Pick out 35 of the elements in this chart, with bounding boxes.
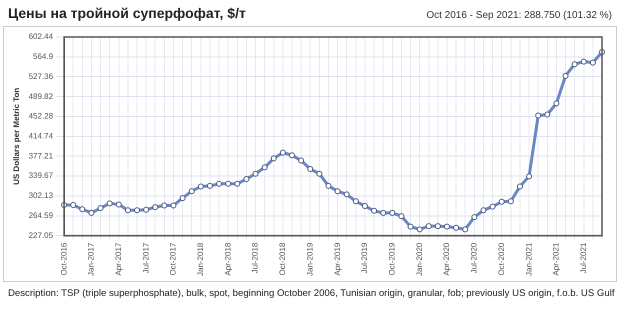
chart-subtitle: Oct 2016 - Sep 2021: 288.750 (101.32 %): [426, 10, 612, 21]
x-tick-label: Jul-2020: [470, 242, 479, 274]
x-tick-label: Oct-2017: [168, 242, 178, 276]
x-tick-label: Oct-2019: [388, 242, 396, 276]
x-tick-label: Jan-2017: [86, 242, 96, 276]
y-tick-label: 489.82: [28, 92, 54, 101]
x-tick-label: Oct-2018: [278, 242, 288, 276]
chart-title: Цены на тройной суперфофат, $/т: [8, 5, 246, 21]
x-tick-label: Apr-2021: [552, 242, 561, 276]
x-tick-label: Apr-2018: [223, 242, 232, 276]
y-tick-label: 452.28: [28, 112, 54, 121]
y-tick-label: 377.21: [28, 151, 54, 160]
y-tick-label: 227.05: [28, 230, 54, 240]
x-tick-label: Jan-2018: [196, 242, 206, 276]
y-tick-label: 527.36: [28, 72, 54, 81]
text: Description: TSP (triple superphosphate), bulk, spot, beginning October 2006, Tunisian origin, granular, fob; previously US origin, f.o.b. US Gulf: [8, 288, 616, 299]
x-tick-label: Jan-2021: [524, 242, 534, 276]
y-tick-label: 264.59: [28, 210, 54, 220]
y-axis-title: US Dollars per Metric Ton: [12, 88, 22, 185]
x-tick-label: Oct-2016: [59, 242, 68, 276]
x-tick-label: Oct-2020: [496, 242, 506, 276]
x-tick-label: Apr-2017: [114, 242, 123, 276]
x-tick-label: Jan-2020: [414, 242, 424, 276]
y-tick-label: 564.9: [33, 52, 54, 62]
x-tick-label: Jul-2021: [578, 242, 588, 274]
x-tick-label: Jul-2019: [360, 242, 370, 274]
x-tick-label: Jan-2019: [305, 242, 314, 276]
y-tick-label: 302.13: [28, 191, 54, 200]
x-tick-label: Apr-2019: [332, 242, 342, 276]
x-tick-label: Apr-2020: [442, 242, 452, 276]
y-tick-label: 602.44: [28, 32, 54, 42]
y-tick-label: 414.74: [28, 132, 54, 141]
x-tick-label: Jul-2018: [250, 242, 260, 274]
y-tick-label: 339.67: [28, 171, 54, 180]
x-tick-label: Jul-2017: [141, 242, 150, 274]
